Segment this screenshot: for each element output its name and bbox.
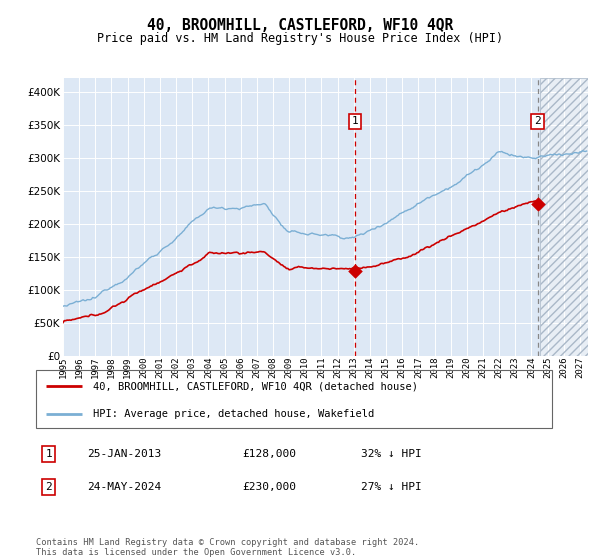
Text: 32% ↓ HPI: 32% ↓ HPI: [361, 449, 422, 459]
Text: £230,000: £230,000: [242, 482, 296, 492]
Text: 25-JAN-2013: 25-JAN-2013: [88, 449, 162, 459]
Text: 1: 1: [352, 116, 358, 127]
Bar: [539, 78, 588, 356]
Text: £128,000: £128,000: [242, 449, 296, 459]
Bar: [539, 78, 588, 356]
Text: 2: 2: [534, 116, 541, 127]
Point: [533, 199, 542, 208]
Text: 40, BROOMHILL, CASTLEFORD, WF10 4QR (detached house): 40, BROOMHILL, CASTLEFORD, WF10 4QR (det…: [93, 381, 418, 391]
Text: 1: 1: [46, 449, 52, 459]
Text: 40, BROOMHILL, CASTLEFORD, WF10 4QR: 40, BROOMHILL, CASTLEFORD, WF10 4QR: [147, 18, 453, 33]
Text: HPI: Average price, detached house, Wakefield: HPI: Average price, detached house, Wake…: [93, 409, 374, 419]
Text: Contains HM Land Registry data © Crown copyright and database right 2024.
This d: Contains HM Land Registry data © Crown c…: [36, 538, 419, 557]
Text: 2: 2: [46, 482, 52, 492]
Text: Price paid vs. HM Land Registry's House Price Index (HPI): Price paid vs. HM Land Registry's House …: [97, 32, 503, 45]
Text: 27% ↓ HPI: 27% ↓ HPI: [361, 482, 422, 492]
Text: 24-MAY-2024: 24-MAY-2024: [88, 482, 162, 492]
Point: [350, 267, 359, 276]
